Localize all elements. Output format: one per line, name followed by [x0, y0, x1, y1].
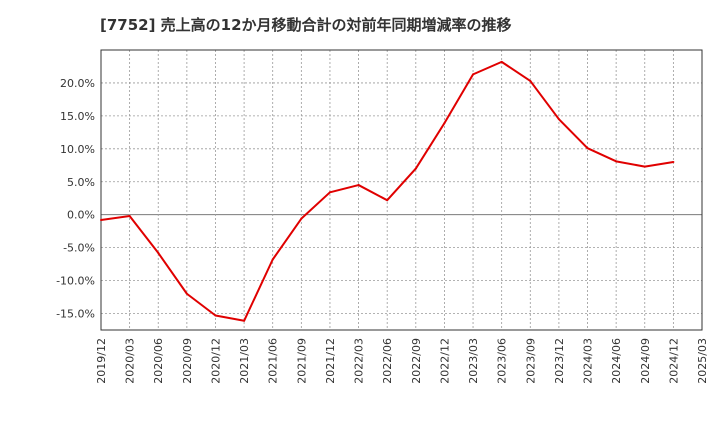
- x-tick-label: 2020/03: [124, 338, 137, 384]
- x-tick-label: 2023/09: [524, 338, 537, 384]
- axes: [100, 49, 703, 331]
- data-point: [271, 258, 274, 261]
- data-point: [185, 292, 188, 295]
- y-tick-label: 5.0%: [67, 176, 95, 189]
- y-tick-label: 0.0%: [67, 209, 95, 222]
- data-point: [443, 122, 446, 125]
- y-tick-label: 20.0%: [60, 77, 95, 90]
- y-tick-label: -10.0%: [56, 275, 95, 288]
- x-tick-label: 2024/03: [582, 338, 595, 384]
- y-axis-ticks: 20.0% 15.0% 10.0% 5.0% 0.0% -5.0% -10.0% -15.0%: [56, 77, 95, 321]
- x-tick-label: 2023/06: [496, 338, 509, 384]
- data-point: [643, 165, 646, 168]
- data-point: [672, 161, 675, 163]
- x-tick-label: 2024/09: [639, 338, 652, 384]
- x-tick-label: 2020/06: [152, 338, 165, 384]
- x-tick-label: 2021/09: [295, 338, 308, 384]
- data-point: [529, 79, 532, 82]
- data-point: [615, 160, 618, 163]
- x-tick-label: 2021/12: [324, 338, 337, 384]
- series-layer: [100, 60, 675, 322]
- x-tick-label: 2019/12: [95, 338, 108, 384]
- data-point: [243, 319, 246, 322]
- grid-lines: [101, 50, 702, 330]
- x-tick-label: 2021/06: [267, 338, 280, 384]
- data-point: [128, 215, 131, 218]
- data-point: [500, 60, 503, 63]
- x-tick-label: 2024/12: [667, 338, 680, 384]
- data-point: [100, 218, 102, 221]
- y-tick-label: 10.0%: [60, 143, 95, 156]
- x-tick-label: 2022/03: [353, 338, 366, 384]
- data-point: [414, 167, 417, 170]
- data-point: [328, 191, 331, 194]
- y-tick-label: 15.0%: [60, 110, 95, 123]
- y-tick-label: -5.0%: [63, 242, 95, 255]
- data-point: [472, 73, 475, 76]
- x-tick-label: 2023/03: [467, 338, 480, 384]
- data-point: [386, 199, 389, 202]
- x-tick-label: 2020/09: [181, 338, 194, 384]
- x-tick-label: 2020/12: [209, 338, 222, 384]
- x-tick-label: 2024/06: [610, 338, 623, 384]
- x-tick-label: 2022/09: [410, 338, 423, 384]
- x-tick-label: 2022/06: [381, 338, 394, 384]
- data-point: [300, 217, 303, 220]
- x-tick-label: 2022/12: [438, 338, 451, 384]
- data-point: [157, 251, 160, 254]
- data-point: [557, 118, 560, 121]
- data-point: [586, 147, 589, 150]
- data-point: [357, 184, 360, 187]
- chart-title: [7752] 売上高の12か月移動合計の対前年同期増減率の推移: [100, 16, 512, 34]
- y-tick-label: -15.0%: [56, 308, 95, 321]
- data-point: [214, 314, 217, 317]
- x-axis-ticks: 2019/12 2020/03 2020/06 2020/09 2020/12 2021/…: [95, 338, 709, 384]
- x-tick-label: 2025/03: [696, 338, 709, 384]
- x-tick-label: 2021/03: [238, 338, 251, 384]
- x-tick-label: 2023/12: [553, 338, 566, 384]
- plot-frame: [100, 49, 703, 331]
